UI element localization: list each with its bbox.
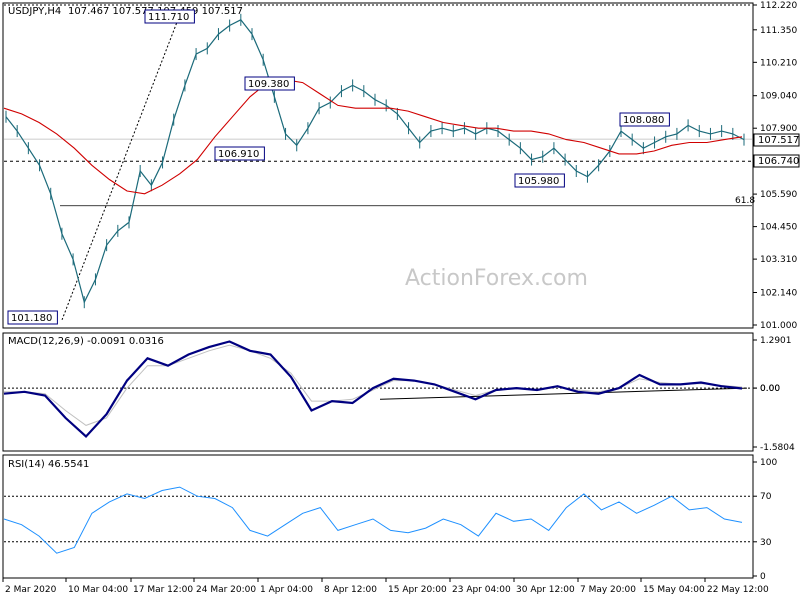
annotation-label: 106.910 <box>218 149 259 160</box>
annotation-label: 109.380 <box>248 79 289 90</box>
rsi-series <box>3 486 743 554</box>
macd-label: MACD(12,26,9) -0.0091 0.0316 <box>8 336 164 347</box>
annotation-label: 111.710 <box>148 12 189 23</box>
price-tick-label: 109.040 <box>760 92 797 102</box>
price-tick-label: 112.220 <box>760 1 797 11</box>
trend-line <box>61 19 179 321</box>
symbol-label: USDJPY,H4 <box>8 6 61 17</box>
rsi-panel-frame <box>2 454 754 579</box>
x-tick-label: 1 Apr 04:00 <box>260 585 313 595</box>
fib-label: 61.8 <box>735 196 755 206</box>
price-tick-label: 107.900 <box>760 124 797 134</box>
macd-main-line <box>3 340 743 439</box>
price-tick-label: 102.140 <box>760 288 797 298</box>
price-grid <box>4 4 752 321</box>
annotation-label: 105.980 <box>518 176 559 187</box>
annotation-box <box>619 112 670 127</box>
rsi-tick-label: 70 <box>760 492 772 502</box>
price-tick-label: 110.210 <box>760 58 797 68</box>
price-line <box>5 19 745 304</box>
annotation-box <box>514 173 565 188</box>
price-annotations: 111.710 109.380 106.910 105.980 108.080 101.1… <box>7 9 670 325</box>
macd-signal-line <box>4 344 743 426</box>
x-axis: 2 Mar 2020 10 Mar 04:00 17 Mar 12:00 24 Mar… <box>2 578 769 595</box>
macd-tick-label: -1.5804 <box>760 443 795 453</box>
price-tick-label: 104.450 <box>760 223 797 233</box>
x-tick-label: 30 Apr 12:00 <box>516 585 575 595</box>
current-price-box <box>753 133 800 147</box>
rsi-tick-label: 0 <box>760 572 766 582</box>
macd-tick-label: 0.00 <box>760 384 780 394</box>
macd-trend-line <box>379 387 748 400</box>
rsi-line <box>3 486 743 554</box>
rsi-y-axis: 100 70 30 0 <box>4 458 777 582</box>
x-tick-label: 17 Mar 12:00 <box>133 585 193 595</box>
price-series <box>3 13 745 309</box>
price-panel-frame <box>2 2 754 329</box>
x-tick-label: 2 Mar 2020 <box>5 585 57 595</box>
annotation-label: 101.180 <box>11 313 52 324</box>
macd-series <box>3 340 743 439</box>
annotation-box <box>214 146 265 161</box>
support-label: 106.740 <box>758 156 799 167</box>
x-tick-label: 24 Mar 20:00 <box>196 585 256 595</box>
price-tick-label: 103.310 <box>760 255 797 265</box>
watermark: ActionForex.com <box>405 266 588 291</box>
x-tick-label: 8 Apr 12:00 <box>324 585 377 595</box>
x-tick-label: 7 May 20:00 <box>580 585 636 595</box>
moving-average-line <box>3 79 743 195</box>
annotation-box <box>144 9 195 24</box>
rsi-tick-label: 100 <box>760 458 777 468</box>
price-tick-label: 101.000 <box>760 321 797 331</box>
price-tick-label: 111.350 <box>760 26 797 36</box>
rsi-label: RSI(14) 46.5541 <box>8 459 89 470</box>
x-tick-label: 23 Apr 04:00 <box>452 585 511 595</box>
macd-tick-label: 0.00 <box>760 384 780 394</box>
annotation-box <box>7 310 58 325</box>
macd-panel-frame <box>2 332 754 452</box>
rsi-tick-label: 30 <box>760 538 772 548</box>
annotation-box <box>244 76 295 91</box>
x-tick-label: 22 May 12:00 <box>707 585 769 595</box>
current-price-label: 107.517 <box>758 135 799 146</box>
x-tick-label: 15 May 04:00 <box>643 585 705 595</box>
price-tick-label: 105.590 <box>760 190 797 200</box>
macd-tick-label: 1.2901 <box>760 336 792 346</box>
annotation-label: 108.080 <box>623 115 664 126</box>
x-tick-label: 15 Apr 20:00 <box>388 585 447 595</box>
x-tick-label: 10 Mar 04:00 <box>68 585 128 595</box>
support-box <box>753 154 800 168</box>
